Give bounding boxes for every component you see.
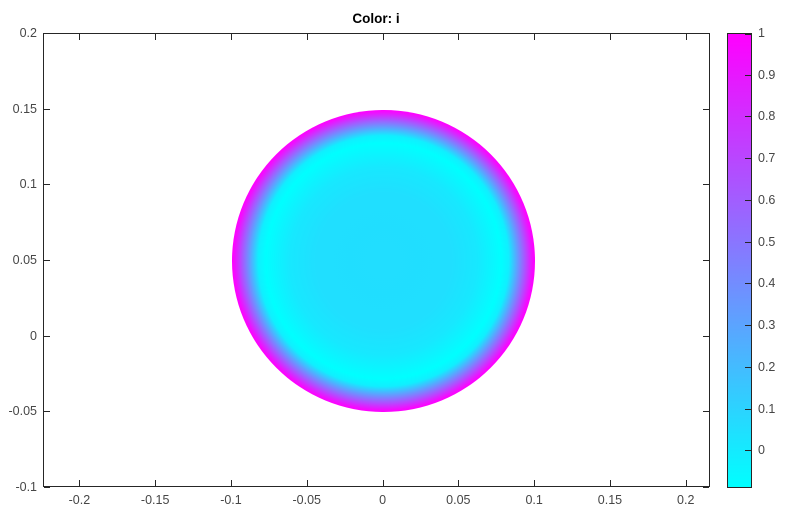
x-tick-mark (79, 480, 81, 486)
y-tick-mark (44, 487, 50, 488)
x-tick-mark-top (230, 34, 232, 40)
colorbar-tick-mark (745, 283, 751, 285)
colorbar-tick-label: 1 (758, 26, 765, 40)
x-tick-label: -0.2 (68, 493, 91, 507)
x-tick-mark-top (534, 34, 536, 40)
x-tick-label: 0 (379, 493, 387, 507)
colorbar-tick-mark (745, 116, 751, 118)
x-tick-label: 0.15 (597, 493, 623, 507)
colorbar-tick-mark (745, 241, 751, 243)
x-tick-mark (230, 480, 232, 486)
colorbar-tick-label: 0 (758, 443, 765, 458)
colorbar-tick-label: 0.8 (758, 109, 776, 124)
x-tick-mark-top (685, 34, 687, 40)
colorbar-tick-label: 0.7 (758, 151, 776, 166)
colorbar-tick-label: 0.3 (758, 318, 776, 333)
colorbar-tick-label: 0.4 (758, 276, 776, 291)
colorbar-tick-mark (745, 366, 751, 368)
colorbar-tick-mark (745, 199, 751, 201)
colorbar-tick-mark (745, 74, 751, 76)
y-tick-mark-right (703, 411, 709, 413)
x-tick-mark-top (382, 34, 384, 40)
x-tick-label: 0.2 (677, 493, 695, 507)
surface-circle[interactable] (231, 109, 536, 413)
y-tick-mark-right (703, 184, 709, 186)
x-tick-mark (155, 480, 157, 486)
y-tick-mark-right (703, 108, 709, 110)
x-tick-label: 0.1 (525, 493, 543, 507)
colorbar-gradient[interactable] (727, 33, 752, 488)
x-tick-mark-top (155, 34, 157, 40)
x-tick-mark (458, 480, 460, 486)
colorbar-tick-mark (745, 34, 751, 35)
y-tick-mark (44, 184, 50, 186)
y-tick-label: -0.05 (8, 404, 38, 419)
x-tick-mark (534, 480, 536, 486)
y-tick-label: 0.1 (19, 177, 37, 192)
x-tick-label: -0.1 (220, 493, 242, 507)
x-tick-mark (685, 480, 687, 486)
x-tick-mark-top (458, 34, 460, 40)
colorbar-tick-label: 0.6 (758, 192, 776, 207)
y-tick-label: 0.2 (19, 26, 37, 40)
x-tick-label: -0.15 (140, 493, 170, 507)
y-tick-mark (44, 335, 50, 337)
colorbar-tick-label: 0.2 (758, 359, 776, 374)
colorbar-tick-label: 0.9 (758, 67, 776, 82)
x-tick-mark-top (79, 34, 81, 40)
y-tick-mark-right (703, 260, 709, 261)
x-tick-mark (306, 480, 308, 486)
colorbar-tick-label: 0.5 (758, 234, 776, 249)
x-tick-mark-top (609, 34, 611, 40)
colorbar-tick-mark (745, 325, 751, 327)
x-tick-label: 0.05 (446, 493, 471, 507)
x-tick-mark (609, 480, 611, 486)
y-tick-label: -0.1 (15, 480, 37, 494)
y-tick-mark (44, 411, 50, 413)
y-tick-mark (44, 108, 50, 110)
plot-title: Color: i (352, 11, 400, 26)
y-tick-label: 0 (30, 328, 37, 343)
y-tick-label: 0.05 (12, 253, 37, 267)
colorbar-tick-mark (745, 158, 751, 160)
x-tick-mark-top (306, 34, 308, 40)
y-tick-mark-right (703, 487, 709, 488)
x-tick-mark (382, 480, 384, 486)
y-tick-mark (44, 260, 50, 261)
colorbar-tick-mark (745, 450, 751, 452)
y-tick-mark-right (703, 33, 709, 34)
x-tick-label: -0.05 (292, 493, 322, 507)
y-tick-mark-right (703, 335, 709, 337)
colorbar-tick-mark (745, 408, 751, 410)
colorbar-tick-label: 0.1 (758, 401, 776, 416)
y-tick-label: 0.15 (12, 101, 37, 116)
y-tick-mark (44, 33, 50, 34)
plot-area[interactable] (43, 33, 710, 487)
